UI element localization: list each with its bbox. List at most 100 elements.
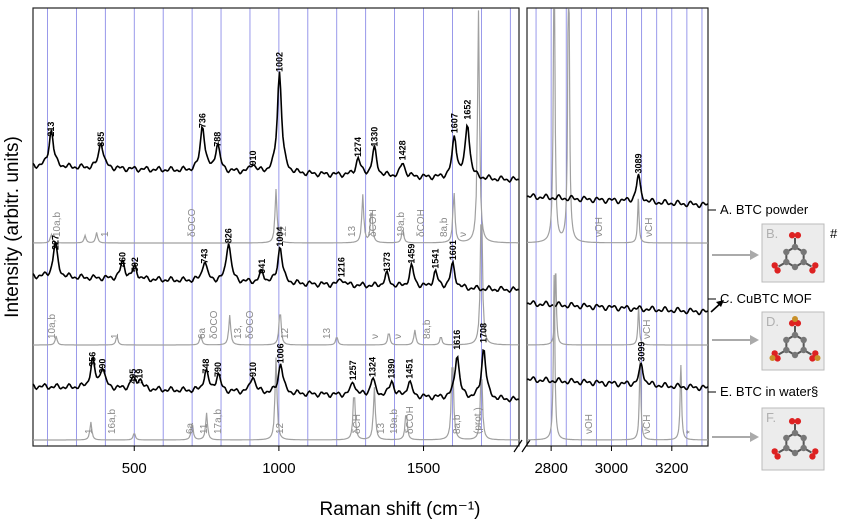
mode-label: 1 — [84, 428, 95, 434]
experimental-spectrum-right — [526, 173, 709, 209]
carbon-atom — [800, 434, 807, 442]
peak-label: 788 — [213, 132, 223, 147]
vertical-gridlines-right — [535, 8, 703, 446]
mode-label: δOCO — [209, 310, 220, 339]
gray-arrow-head — [750, 432, 759, 442]
oxygen-atom — [809, 267, 816, 274]
mode-label: 8a,b — [452, 414, 463, 434]
peak-label: 1216 — [336, 257, 346, 277]
peak-label: 1002 — [275, 52, 285, 72]
carbon-atom — [800, 258, 807, 266]
peak-label: 1607 — [450, 113, 460, 133]
experimental-spectrum-left — [32, 241, 520, 294]
mode-label: ν — [393, 334, 404, 339]
peak-label: 495 — [128, 369, 138, 384]
mode-label: νCH — [642, 415, 653, 434]
mode-label: * — [685, 430, 696, 434]
oxygen-atom — [812, 448, 819, 455]
mode-label: 6a — [185, 422, 196, 434]
peak-label: 910 — [248, 362, 258, 377]
calculated-spectrum-right — [527, 273, 708, 346]
peak-label: 502 — [130, 257, 140, 272]
x-tick-label: 1000 — [262, 460, 295, 477]
x-axis-title: Raman shift (cm⁻¹) — [320, 499, 481, 520]
carbon-atom — [791, 331, 799, 339]
carbon-atom — [783, 258, 790, 266]
mode-label: δOCO — [187, 208, 198, 237]
mode-label: 19a,b — [396, 212, 407, 237]
mode-label: 19a,b — [389, 409, 400, 434]
mode-label: νOH — [584, 414, 595, 434]
sample-label: E. BTC in water§ — [720, 384, 818, 399]
carbon-atom — [800, 336, 807, 344]
peak-label: 743 — [200, 249, 210, 264]
calculated-spectrum-left — [33, 357, 519, 441]
carbon-atom — [791, 449, 799, 457]
mode-label: 13 — [347, 225, 358, 237]
oxygen-atom — [812, 262, 819, 269]
experimental-spectrum-right — [526, 362, 709, 392]
oxygen-atom — [774, 355, 781, 362]
peak-label: 736 — [198, 113, 208, 128]
copper-atom — [769, 355, 776, 361]
mode-label: 13 — [376, 422, 387, 434]
mode-label: 17a,b — [213, 409, 224, 434]
peak-label: 1004 — [275, 227, 285, 247]
oxygen-atom — [771, 350, 778, 357]
peak-label: 3099 — [636, 342, 646, 362]
peak-label: 213 — [46, 122, 56, 137]
carbon-atom — [791, 351, 799, 359]
peak-label: 1428 — [398, 140, 408, 160]
peak-label: 1451 — [404, 359, 414, 379]
y-axis-title: Intensity (arbitr. units) — [2, 136, 23, 318]
sample-label: C. CuBTC MOF — [720, 291, 812, 306]
peak-label: 1652 — [463, 100, 473, 120]
mode-label: δCOH — [416, 209, 427, 237]
oxygen-atom — [771, 262, 778, 269]
calculated-spectrum-left — [33, 224, 520, 346]
carbon-atom — [791, 429, 799, 437]
mode-labels: 10a,b 1 δOCO 12 13 δCOH 19a,b δCOH 8a,b ν νOH νCH 10… — [47, 208, 696, 434]
mode-label: ν — [458, 232, 469, 237]
arrow-head — [716, 300, 724, 307]
mode-label: 8a,b — [439, 217, 450, 237]
peak-label: 1274 — [353, 137, 363, 157]
gray-arrow-head — [750, 250, 759, 260]
x-tick-label: 3200 — [655, 460, 688, 477]
carbon-atom — [800, 346, 807, 354]
calculated-spectrum-right — [527, 274, 708, 441]
peak-label: 3089 — [633, 153, 643, 173]
copper-atom — [814, 355, 821, 361]
carbon-atom — [800, 444, 807, 452]
mode-label: δCOH — [405, 406, 416, 434]
gray-arrow-head — [750, 335, 759, 345]
peak-label: 910 — [248, 150, 258, 165]
carbon-atom — [783, 444, 790, 452]
oxygen-atom — [794, 418, 802, 425]
oxygen-atom — [788, 232, 796, 239]
mode-label: 10a,b — [52, 212, 63, 237]
mode-label: 13, — [233, 325, 244, 339]
oxygen-atom — [788, 418, 796, 425]
calculated-spectrum-left — [32, 10, 519, 244]
peak-label: 941 — [257, 259, 267, 274]
mode-label: 12 — [280, 327, 291, 339]
experimental-spectrum-left — [32, 71, 520, 183]
experimental-spectrum-right — [526, 300, 709, 316]
peak-label: 1373 — [382, 252, 392, 272]
peak-label: 1541 — [430, 249, 440, 269]
mode-label: 1 — [100, 231, 111, 237]
peak-label: 1601 — [448, 240, 458, 260]
mode-label: 10a,b — [47, 314, 58, 339]
mode-label: 16a,b — [107, 409, 118, 434]
mode-label: δCH — [352, 414, 363, 434]
molecule-letter: B. — [766, 226, 778, 241]
peak-label: 519 — [135, 369, 145, 384]
peak-label: 227 — [50, 235, 60, 250]
mode-label: 13 — [322, 327, 333, 339]
carbon-atom — [783, 346, 790, 354]
oxygen-atom — [809, 453, 816, 460]
mode-label: 12 — [275, 422, 286, 434]
